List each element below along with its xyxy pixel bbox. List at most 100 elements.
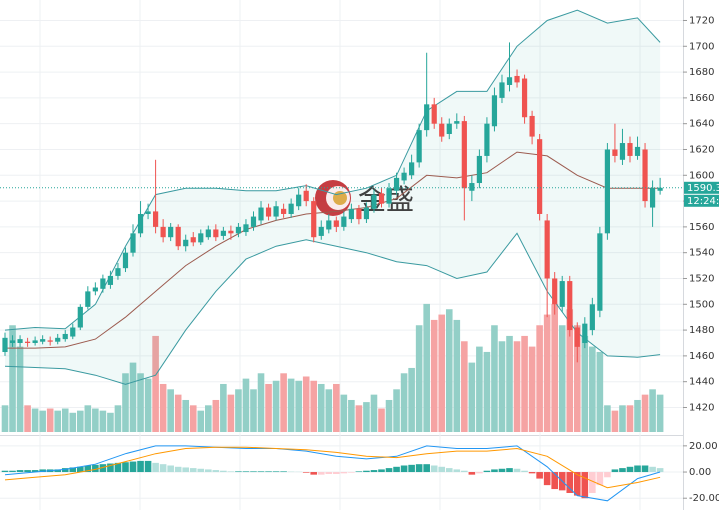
candle-body xyxy=(657,187,663,191)
macd-histogram-bar xyxy=(144,460,152,473)
candle-body xyxy=(619,143,626,160)
last-price-label: 1590.3 xyxy=(687,183,719,194)
volume-bar xyxy=(513,341,521,432)
candle-body xyxy=(273,206,279,217)
macd-histogram-bar xyxy=(272,471,280,473)
macd-histogram-bar xyxy=(235,471,242,473)
indicator-line xyxy=(4,445,661,502)
candle-body xyxy=(311,201,317,238)
macd-histogram-bar xyxy=(189,468,197,473)
volume-bar xyxy=(24,405,31,432)
volume-bar xyxy=(385,399,393,432)
macd-histogram-bar xyxy=(543,472,551,486)
macd-histogram-bar xyxy=(250,471,257,473)
volume-bar xyxy=(656,394,664,432)
candle-body xyxy=(446,123,452,135)
volume-bar xyxy=(174,394,182,432)
volume-bar xyxy=(558,325,566,432)
volume-bar xyxy=(250,389,257,432)
volume-bar xyxy=(649,389,656,432)
candle-body xyxy=(235,226,242,234)
y-tick-label: 1460 xyxy=(689,351,714,362)
volume-bar xyxy=(137,373,144,432)
candle-body xyxy=(424,104,430,131)
macd-histogram-bar xyxy=(99,464,107,473)
candle-body xyxy=(514,75,520,83)
candle-body xyxy=(55,337,61,342)
y-tick-label: 1440 xyxy=(689,377,714,388)
y-tick-label: 1500 xyxy=(689,299,714,310)
volume-bar xyxy=(280,373,287,432)
last-price-box xyxy=(684,181,719,194)
macd-histogram-bar xyxy=(182,467,190,473)
volume-bar xyxy=(333,383,340,432)
candle-body xyxy=(70,327,76,337)
volume-bar xyxy=(604,405,611,432)
macd-histogram-bar xyxy=(491,469,498,473)
candle-body xyxy=(589,304,595,331)
volume-bar xyxy=(31,408,39,432)
macd-histogram-bar xyxy=(476,472,483,474)
volume-bar xyxy=(46,408,54,432)
volume-bar xyxy=(242,378,250,432)
macd-histogram-bar xyxy=(31,470,39,473)
macd-histogram-bar xyxy=(167,465,174,473)
macd-histogram-bar xyxy=(205,469,212,473)
macd-histogram-bar xyxy=(355,471,363,473)
candle-body xyxy=(100,278,106,289)
candle-body xyxy=(604,149,610,234)
volume-bar xyxy=(363,402,370,432)
volume-bar xyxy=(16,346,24,432)
volume-bar xyxy=(197,410,205,432)
macd-histogram-bar xyxy=(77,466,84,473)
candle-body xyxy=(356,208,362,220)
macd-histogram-bar xyxy=(626,466,634,473)
volume-bar xyxy=(272,380,280,432)
macd-histogram-bar xyxy=(340,472,348,474)
volume-bar xyxy=(61,408,69,432)
volume-bar xyxy=(122,373,129,432)
candle-body xyxy=(17,339,23,343)
volume-bar xyxy=(77,410,84,432)
volume-bar xyxy=(317,383,325,432)
candle-body xyxy=(77,306,83,328)
volume-bar xyxy=(348,399,355,432)
macd-histogram-bar xyxy=(634,465,641,473)
candle-body xyxy=(393,177,400,191)
macd-histogram-bar xyxy=(468,472,476,475)
volume-bar xyxy=(634,399,641,432)
macd-histogram-bar xyxy=(16,470,24,473)
candle-body xyxy=(137,213,144,234)
macd-histogram-bar xyxy=(393,466,400,473)
volume-bar xyxy=(84,405,92,432)
volume-bar xyxy=(182,399,190,432)
candle-body xyxy=(544,220,550,279)
indicator-line xyxy=(4,232,661,385)
volume-layer xyxy=(1,303,664,432)
volume-bar xyxy=(295,380,302,432)
macd-histogram-bar xyxy=(649,466,656,473)
volume-bar xyxy=(265,383,272,432)
macd-histogram-bar xyxy=(212,470,220,473)
y-tick-label: 1660 xyxy=(689,93,714,104)
volume-bar xyxy=(626,405,634,432)
volume-bar xyxy=(235,389,242,432)
candle-body xyxy=(431,104,437,124)
volume-bar xyxy=(129,362,137,432)
countdown-box xyxy=(684,194,719,207)
macd-histogram-bar xyxy=(604,472,611,478)
macd-histogram-bar xyxy=(333,472,340,474)
candle-body xyxy=(416,130,422,163)
macd-histogram-bar xyxy=(619,468,626,473)
candle-body xyxy=(220,230,226,236)
macd-histogram-bar xyxy=(483,470,491,473)
y-tick-label: 1420 xyxy=(689,402,714,413)
candle-body xyxy=(612,149,618,156)
candle-body xyxy=(537,139,543,214)
candle-body xyxy=(642,149,648,202)
volume-bar xyxy=(506,335,513,432)
y-tick-label: 1560 xyxy=(689,222,714,233)
candle-body xyxy=(348,208,354,220)
indicator-line xyxy=(4,446,661,489)
y-tick-label: 1540 xyxy=(689,248,714,259)
